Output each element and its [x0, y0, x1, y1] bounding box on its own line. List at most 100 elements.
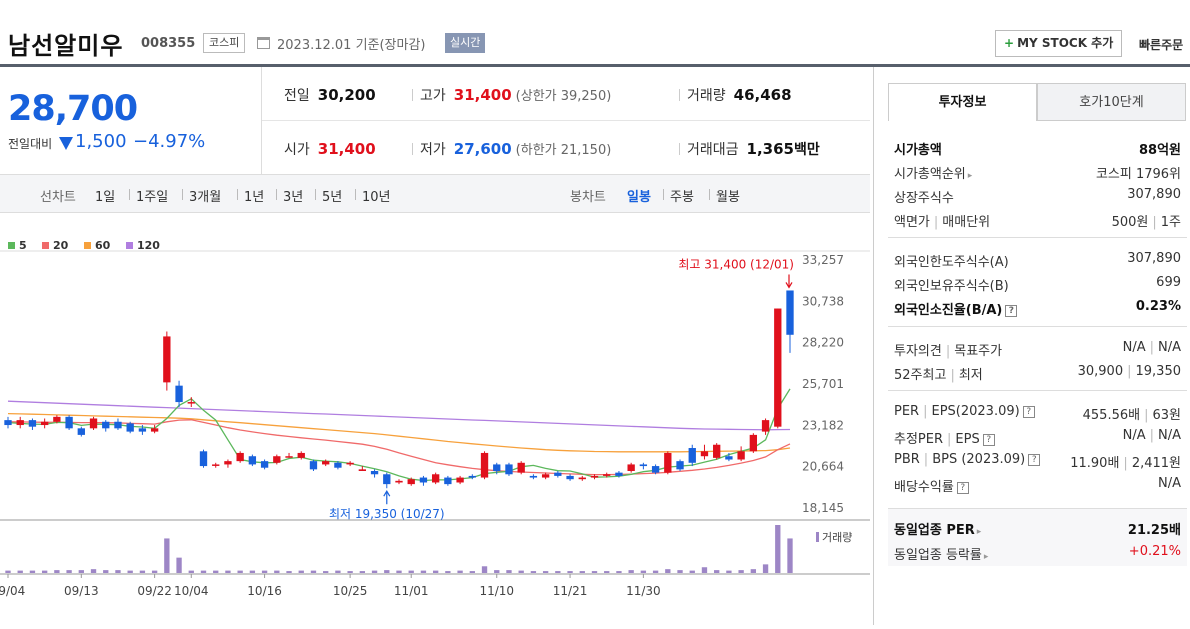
volume-bar — [371, 570, 378, 573]
info-key: PBR | BPS (2023.09)? — [894, 452, 1041, 467]
candle-body — [407, 479, 415, 485]
candle-period-1[interactable]: 주봉 — [670, 190, 694, 205]
volume-bar — [494, 570, 500, 573]
candle-body — [370, 470, 379, 475]
realtime-button[interactable]: 실시간 — [445, 33, 486, 53]
volume-bar — [237, 570, 243, 573]
period-divider — [129, 189, 130, 200]
help-icon[interactable]: ? — [1028, 454, 1041, 466]
info-key: PER | EPS(2023.09)? — [894, 404, 1035, 419]
info-row: 액면가 | 매매단위 500원 | 1주 — [888, 209, 1187, 231]
period-divider — [315, 189, 316, 200]
legend-label: 20 — [53, 239, 69, 252]
period-4[interactable]: 3년 — [283, 190, 304, 205]
y-tick-label: 30,738 — [802, 294, 844, 308]
volume-bar — [213, 570, 219, 573]
min-arrow-head — [383, 490, 391, 497]
help-icon[interactable]: ? — [956, 482, 969, 494]
open-price: 시가 31,400 — [284, 140, 376, 158]
period-3[interactable]: 1년 — [244, 190, 265, 205]
info-key: 52주최고 | 최저 — [894, 368, 983, 383]
period-0[interactable]: 1일 — [95, 190, 116, 205]
x-tick-label: 10/04 — [174, 584, 209, 598]
info-key[interactable]: 동일업종 등락률 ▸ — [894, 548, 989, 563]
candle-body — [297, 452, 305, 458]
candle-body — [700, 451, 709, 457]
volume-bar — [689, 570, 695, 573]
help-icon[interactable]: ? — [1005, 305, 1018, 317]
add-my-stock-button[interactable]: + MY STOCK 추가 — [995, 30, 1123, 57]
candle-body — [664, 452, 672, 473]
info-key: 추정PER | EPS? — [894, 428, 995, 447]
info-key: 배당수익률? — [894, 476, 969, 495]
volume-bar — [164, 538, 170, 573]
candle-body — [65, 416, 73, 429]
candle-body — [774, 308, 782, 427]
calendar-icon — [257, 37, 270, 49]
ma60-line — [7, 412, 791, 453]
candle-body — [651, 466, 660, 473]
candle-body — [53, 416, 61, 422]
period-divider — [237, 189, 238, 200]
candle-body — [517, 462, 525, 473]
x-tick-label: 11/21 — [553, 584, 588, 598]
volume-bar — [408, 570, 414, 573]
info-value: 455.56배 | 63원 — [1082, 408, 1181, 423]
group-divider — [888, 326, 1187, 327]
candle-body — [713, 444, 721, 458]
quick-order-link[interactable]: 빠른주문 — [1139, 38, 1184, 52]
volume-bar — [738, 570, 744, 573]
candle-body — [615, 472, 623, 476]
info-key: 투자의견 | 목표주가 — [894, 344, 1003, 359]
period-1[interactable]: 1주일 — [136, 190, 169, 205]
candlestick-chart[interactable]: 33,257 30,738 28,220 25,701 23,182 20,664 18,1… — [0, 214, 870, 625]
sidebar-tabs: 투자정보 호가10단계 — [888, 83, 1187, 121]
day-high: 고가 31,400 (상한가 39,250) — [420, 86, 612, 104]
volume-bar — [347, 571, 353, 573]
candle-body — [358, 469, 367, 471]
current-price-box: 28,700 전일대비 1,500 −4.97% — [0, 67, 262, 175]
period-5[interactable]: 5년 — [322, 190, 343, 205]
info-key[interactable]: 동일업종 PER ▸ — [894, 523, 982, 538]
period-6[interactable]: 10년 — [362, 190, 391, 205]
stock-header: 남선알미우 008355 코스피 2023.12.01 기준(장마감) 실시간 … — [0, 0, 1190, 64]
candle-body — [212, 464, 220, 466]
info-value: 88억원 — [1138, 143, 1181, 158]
info-value: 코스피 1796위 — [1095, 167, 1181, 182]
info-key: 외국인보유주식수(B) — [894, 279, 1009, 294]
info-value: N/A | N/A — [1122, 428, 1181, 443]
ma5-line — [7, 388, 791, 482]
market-badge: 코스피 — [203, 33, 246, 53]
candle-period-2[interactable]: 월봉 — [716, 190, 740, 205]
volume-bar — [29, 570, 36, 573]
group-divider — [888, 237, 1187, 238]
y-tick-label: 28,220 — [802, 336, 844, 350]
info-row: 추정PER | EPS? N/A | N/A — [888, 426, 1187, 448]
candle-chart-label: 봉차트 — [570, 190, 606, 205]
candle-period-0[interactable]: 일봉 — [627, 190, 651, 205]
candle-body — [749, 434, 758, 452]
help-icon[interactable]: ? — [982, 434, 995, 446]
candle-body — [541, 474, 550, 478]
help-icon[interactable]: ? — [1022, 406, 1035, 418]
x-tick-label: 11/30 — [626, 584, 661, 598]
stock-name: 남선알미우 — [8, 32, 124, 60]
period-2[interactable]: 3개월 — [189, 190, 222, 205]
info-row: PBR | BPS (2023.09)? 11.90배 | 2,411원 — [888, 450, 1187, 472]
day-low: 저가 27,600 (하한가 21,150) — [420, 140, 612, 158]
legend-ma-60: 60 — [84, 239, 110, 252]
info-value: 699 — [1156, 275, 1181, 290]
period-divider — [355, 189, 356, 200]
tab-order-book[interactable]: 호가10단계 — [1037, 83, 1186, 121]
info-value: 30,900 | 19,350 — [1077, 364, 1181, 379]
info-key[interactable]: 시가총액순위 ▸ — [894, 167, 973, 182]
legend-swatch — [42, 242, 49, 249]
volume-bar — [115, 570, 121, 573]
volume-bar — [359, 571, 366, 573]
tab-investment-info[interactable]: 투자정보 — [888, 83, 1037, 121]
info-value: 21.25배 — [1127, 523, 1181, 538]
volume-bar — [481, 566, 488, 573]
volume-bar — [469, 571, 475, 573]
volume-bar — [78, 570, 84, 573]
info-key: 외국인한도주식수(A) — [894, 255, 1009, 270]
